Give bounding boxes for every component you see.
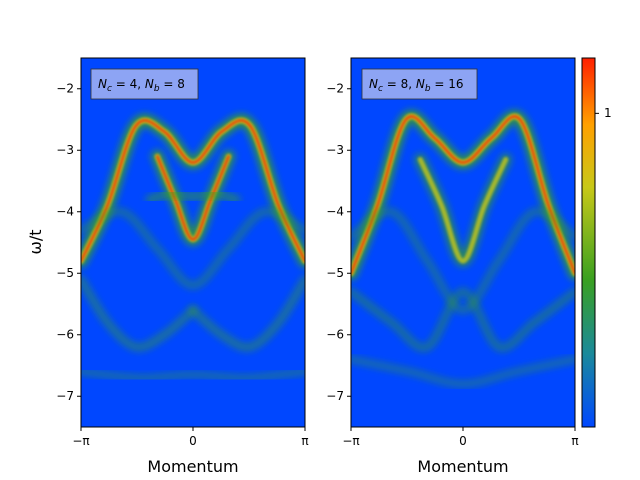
legend-b-eq: = 16	[431, 77, 464, 91]
legend-box	[90, 68, 199, 100]
colorbar-gradient	[581, 57, 596, 428]
x-tick-label: −π	[342, 434, 359, 448]
spectral-band-glow	[81, 367, 305, 382]
x-tick-label: 0	[459, 434, 467, 448]
panel-left-legend: Nc = 4, Nb = 8	[90, 68, 199, 100]
y-tick-label: −4	[56, 204, 74, 218]
legend-b-eq: = 8	[160, 77, 185, 91]
y-tick-label: −7	[326, 389, 344, 403]
spectral-band-core	[156, 155, 230, 241]
spectral-band-glow	[81, 207, 305, 290]
spectral-band-glow	[81, 275, 198, 352]
y-tick-label: −3	[56, 143, 74, 157]
spectral-band-glow	[351, 355, 575, 388]
spectral-band-glow	[351, 207, 575, 315]
legend-c-sub: c	[107, 84, 112, 94]
spectral-band-mid	[417, 156, 509, 264]
panel-right-background	[351, 58, 575, 427]
y-tick-label: −4	[326, 204, 344, 218]
x-axis-ticks-left: −π 0 π	[72, 427, 309, 448]
y-tick-label: −5	[326, 266, 344, 280]
legend-n-b: N	[416, 77, 425, 91]
panel-right-legend: Nc = 8, Nb = 16	[361, 68, 478, 100]
y-tick-label: −2	[326, 81, 344, 95]
legend-c-eq: = 4,	[112, 77, 145, 91]
x-tick-label: 0	[189, 434, 197, 448]
y-tick-label: −2	[56, 81, 74, 95]
x-axis-ticks-right: −π 0 π	[342, 427, 579, 448]
y-tick-label: −6	[56, 327, 74, 341]
colorbar: 1	[581, 57, 612, 428]
x-tick-label: π	[301, 434, 308, 448]
legend-c-eq: = 8,	[383, 77, 416, 91]
y-axis-ticks: −2 −3 −4 −5 −6 −7	[56, 81, 81, 403]
y-axis-ticks-right: −2 −3 −4 −5 −6 −7	[326, 81, 351, 403]
spectral-band-glow	[188, 275, 305, 352]
panel-left-bands	[81, 113, 305, 382]
y-tick-label: −6	[326, 327, 344, 341]
legend-n-b: N	[145, 77, 154, 91]
panel-right: Nc = 8, Nb = 16 −2 −3 −4 −5 −6 −7 −π 0 π Moment…	[326, 57, 579, 476]
x-axis-label-right: Momentum	[417, 457, 508, 476]
x-axis-label-left: Momentum	[147, 457, 238, 476]
y-tick-label: −5	[56, 266, 74, 280]
spectral-band-core	[81, 119, 305, 263]
legend-b-sub: b	[425, 84, 431, 94]
colorbar-tick-label: 1	[604, 106, 612, 120]
legend-n-c: N	[369, 77, 378, 91]
spectral-band-glow	[145, 188, 241, 205]
y-tick-label: −3	[326, 143, 344, 157]
legend-b-sub: b	[154, 84, 160, 94]
y-axis-label: ω/t	[26, 229, 45, 254]
x-tick-label: −π	[72, 434, 89, 448]
panel-right-bands	[351, 109, 575, 388]
x-tick-label: π	[571, 434, 578, 448]
legend-box	[361, 68, 478, 100]
legend-label: Nc = 8, Nb = 16	[369, 77, 464, 94]
spectral-band-glow	[351, 287, 575, 352]
legend-label: Nc = 4, Nb = 8	[98, 77, 185, 94]
legend-c-sub: c	[378, 84, 383, 94]
y-tick-label: −7	[56, 389, 74, 403]
panel-left: Nc = 4, Nb = 8 −2 −3 −4 −5 −6 −7 −π 0 π Momentu…	[56, 57, 309, 476]
legend-n-c: N	[98, 77, 107, 91]
